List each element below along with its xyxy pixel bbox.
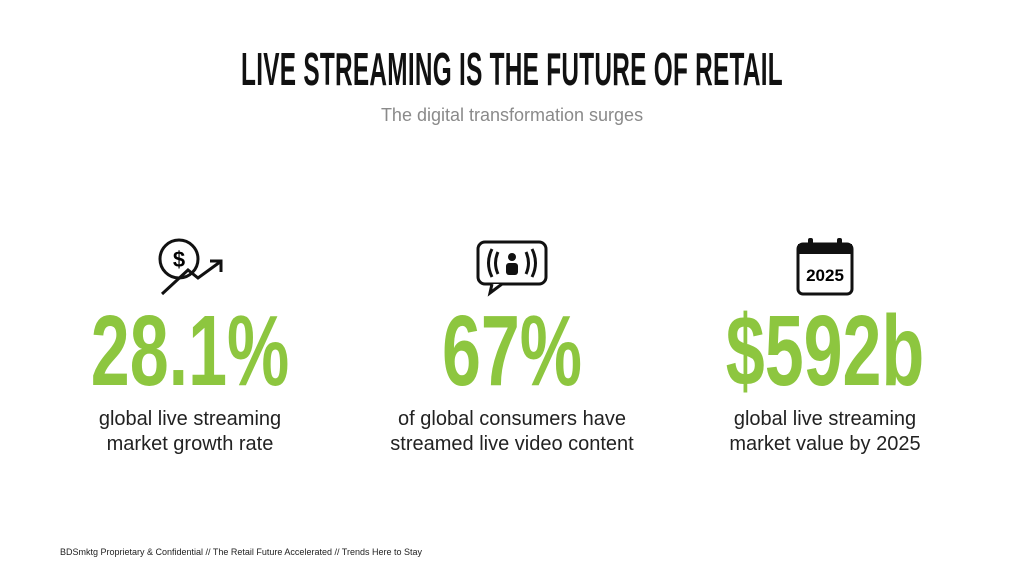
stat-value: 28.1% [90, 295, 290, 407]
subtitle: The digital transformation surges [380, 105, 644, 125]
stat-description: global live streaming [98, 408, 282, 430]
growth-icon: $ [158, 238, 223, 296]
footer: BDSmktg Proprietary & Confidential // Th… [60, 547, 422, 557]
stat-description: of global consumers have [398, 408, 626, 430]
stat-value: $592b [725, 295, 925, 407]
icon-label: 2025 [806, 266, 844, 285]
calendar-icon: 2025 [796, 238, 854, 296]
stat-description: market value by 2025 [729, 433, 921, 455]
stream-icon [476, 240, 548, 297]
stat-description: market growth rate [106, 433, 274, 455]
stat-description: global live streaming [733, 408, 917, 430]
title: LIVE STREAMING IS THE FUTURE OF RETAIL [241, 43, 783, 95]
stat-value: 67% [441, 295, 583, 407]
svg-text:$: $ [173, 247, 185, 272]
stat-description: streamed live video content [390, 433, 634, 455]
